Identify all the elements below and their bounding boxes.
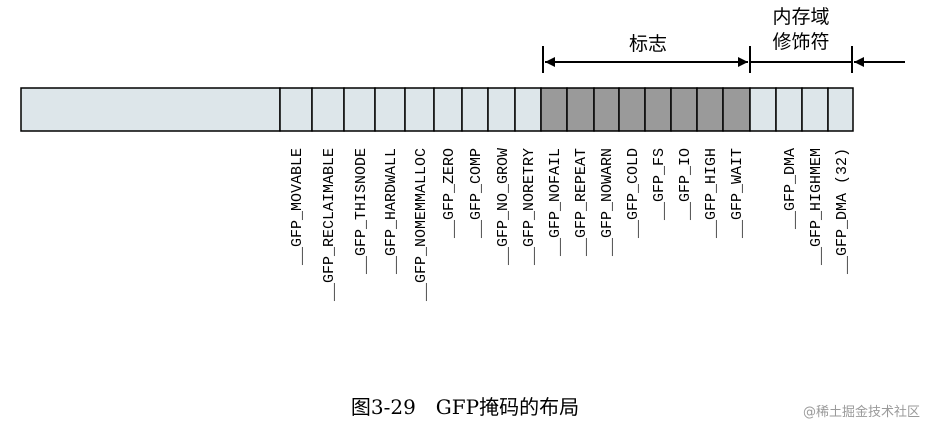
zone-bracket-label-line2: 修饰符 bbox=[772, 31, 829, 53]
flag-label: __GFP_DMA bbox=[782, 148, 799, 230]
flag-bit-cell bbox=[374, 87, 406, 132]
flag-bit-cell bbox=[404, 87, 435, 132]
flag-label: __GFP_IO bbox=[677, 148, 694, 221]
flag-label: __GFP_HIGHMEM bbox=[808, 148, 825, 266]
flags-bracket: 标志 bbox=[542, 33, 751, 73]
flag-label: __GFP_THISNODE bbox=[353, 148, 370, 275]
flag-bit-cell-dark bbox=[722, 87, 751, 132]
flag-bit-cell bbox=[775, 87, 803, 132]
flag-bit-cell-dark bbox=[670, 87, 698, 132]
flag-bit-cell bbox=[514, 87, 542, 132]
flag-bit-cell-dark bbox=[566, 87, 595, 132]
watermark: @稀土掘金技术社区 bbox=[803, 404, 920, 420]
flag-labels: __GFP_MOVABLE __GFP_RECLAIMABLE __GFP_THIS… bbox=[289, 148, 851, 302]
flag-label: __GFP_NOWARN bbox=[599, 148, 616, 257]
flag-bit-cell-dark bbox=[593, 87, 620, 132]
flag-bit-cell bbox=[461, 87, 489, 132]
flag-bit-cell bbox=[827, 87, 854, 132]
flag-bit-cell bbox=[749, 87, 777, 132]
flag-label: __GFP_DMA (32) bbox=[834, 148, 851, 275]
flag-label: __GFP_COLD bbox=[625, 148, 642, 239]
figure-caption: 图3-29 GFP掩码的布局 bbox=[351, 395, 579, 419]
flag-bit-cell bbox=[801, 87, 829, 132]
flag-label: __GFP_FS bbox=[651, 148, 668, 221]
flag-label: __GFP_MOVABLE bbox=[289, 148, 306, 266]
flag-bit-cell bbox=[343, 87, 376, 132]
gfp-bit-register bbox=[20, 87, 854, 132]
flag-label: __GFP_NORETRY bbox=[521, 148, 538, 266]
reserved-bits-cell bbox=[20, 87, 281, 132]
flag-label: __GFP_NOFAIL bbox=[547, 148, 564, 257]
flag-label: __GFP_NO_GROW bbox=[495, 148, 512, 266]
flag-label: __GFP_ZERO bbox=[441, 148, 458, 239]
flag-label: __GFP_COMP bbox=[468, 148, 485, 239]
flag-label: __GFP_REPEAT bbox=[573, 148, 590, 257]
flag-label: __GFP_HIGH bbox=[703, 148, 720, 239]
flag-bit-cell bbox=[311, 87, 345, 132]
zone-bracket-label-line1: 内存域 bbox=[772, 6, 829, 28]
flag-label: __GFP_RECLAIMABLE bbox=[321, 148, 338, 302]
flag-bit-cell bbox=[487, 87, 516, 132]
flag-bit-cell-dark bbox=[540, 87, 568, 132]
flag-label: __GFP_NOMEMMALLOC bbox=[413, 148, 430, 302]
flag-label: __GFP_WAIT bbox=[729, 148, 746, 239]
flag-bit-cell-dark bbox=[644, 87, 672, 132]
flag-label: __GFP_HARDWALL bbox=[383, 148, 400, 275]
flags-bracket-label: 标志 bbox=[629, 33, 667, 55]
flag-bit-cell bbox=[433, 87, 463, 132]
flag-bit-cell-dark bbox=[696, 87, 724, 132]
flag-bit-cell bbox=[279, 87, 313, 132]
flag-bit-cell-dark bbox=[618, 87, 646, 132]
zone-modifier-bracket: 内存域 修饰符 bbox=[750, 6, 905, 73]
